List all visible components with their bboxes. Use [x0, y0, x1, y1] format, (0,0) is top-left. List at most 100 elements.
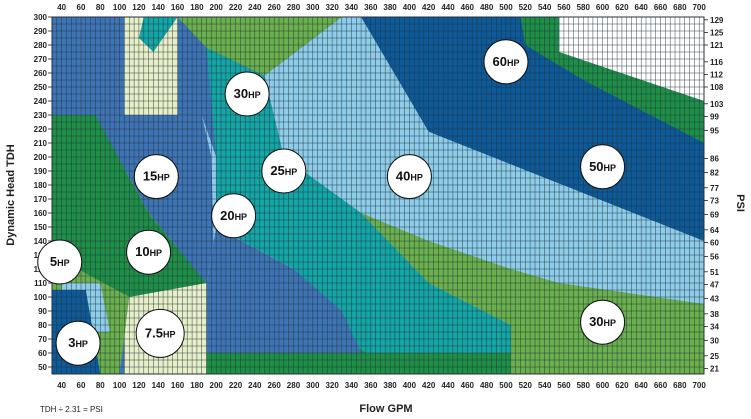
y-tick-140: 140 — [34, 237, 48, 246]
x-tick-bottom-620: 620 — [615, 381, 629, 390]
y-tick-190: 190 — [34, 167, 48, 176]
hp-label-circle — [211, 193, 257, 239]
psi-tick-82: 82 — [710, 168, 719, 177]
footnote: TDH ÷ 2.31 = PSI — [40, 405, 103, 414]
psi-tick-51: 51 — [710, 268, 719, 277]
grid-lines — [51, 16, 705, 375]
y-tick-220: 220 — [34, 125, 48, 134]
psi-tick-86: 86 — [710, 154, 719, 163]
x-tick-bottom-100: 100 — [113, 381, 127, 390]
psi-tick-73: 73 — [710, 196, 719, 205]
y-tick-150: 150 — [34, 223, 48, 232]
hp-label-8: 40HP — [386, 154, 432, 200]
hp-label-7: 30HP — [224, 71, 270, 117]
psi-tick-108: 108 — [710, 83, 724, 92]
x-tick-top-140: 140 — [152, 3, 166, 12]
x-tick-top-40: 40 — [57, 3, 66, 12]
psi-tick-64: 64 — [710, 226, 719, 235]
x-axis-title: Flow GPM — [359, 403, 412, 415]
y-tick-200: 200 — [34, 153, 48, 162]
hp-label-circle — [483, 39, 529, 85]
x-tick-bottom-180: 180 — [190, 381, 204, 390]
y-tick-170: 170 — [34, 195, 48, 204]
x-tick-top-440: 440 — [441, 3, 455, 12]
psi-tick-112: 112 — [710, 70, 723, 79]
psi-tick-77: 77 — [710, 184, 719, 193]
y-tick-180: 180 — [34, 181, 48, 190]
hp-label-11: 30HP — [580, 299, 626, 345]
psi-tick-38: 38 — [710, 310, 719, 319]
x-tick-bottom-120: 120 — [132, 381, 146, 390]
x-tick-top-100: 100 — [113, 3, 127, 12]
y-axis-title: Dynamic Head TDH — [5, 144, 17, 246]
x-tick-bottom-140: 140 — [152, 381, 166, 390]
x-tick-top-320: 320 — [325, 3, 339, 12]
psi-tick-129: 129 — [710, 16, 724, 25]
hp-label-text: 20HP — [220, 208, 247, 223]
x-tick-bottom-240: 240 — [248, 381, 262, 390]
hp-label-circle — [135, 308, 185, 358]
psi-tick-47: 47 — [710, 280, 719, 289]
x-tick-top-400: 400 — [403, 3, 417, 12]
x-tick-bottom-160: 160 — [171, 381, 185, 390]
hp-label-0: 3HP — [55, 320, 101, 366]
hp-label-circle — [126, 229, 172, 275]
x-tick-bottom-40: 40 — [57, 381, 66, 390]
y-tick-230: 230 — [34, 111, 48, 120]
hp-label-circle — [224, 71, 270, 117]
x-tick-top-560: 560 — [557, 3, 571, 12]
hp-label-circle — [386, 154, 432, 200]
y-tick-60: 60 — [38, 349, 47, 358]
psi-tick-60: 60 — [710, 238, 719, 247]
x-tick-top-160: 160 — [171, 3, 185, 12]
hp-label-text: 60HP — [492, 54, 519, 69]
x-tick-bottom-440: 440 — [441, 381, 455, 390]
psi-tick-56: 56 — [710, 252, 719, 261]
hp-label-3: 10HP — [126, 229, 172, 275]
psi-tick-103: 103 — [710, 100, 724, 109]
x-tick-bottom-60: 60 — [77, 381, 86, 390]
psi-tick-99: 99 — [710, 112, 719, 121]
x-tick-bottom-500: 500 — [499, 381, 513, 390]
x-tick-top-620: 620 — [615, 3, 629, 12]
hp-label-text: 10HP — [135, 244, 162, 259]
x-tick-top-700: 700 — [692, 3, 706, 12]
x-tick-top-360: 360 — [364, 3, 378, 12]
y-tick-260: 260 — [34, 69, 48, 78]
psi-tick-21: 21 — [710, 364, 719, 373]
hp-label-text: 40HP — [396, 169, 423, 184]
x-tick-bottom-260: 260 — [267, 381, 281, 390]
hp-labels: 3HP 5HP 7.5HP 10HP 15HP 20HP 25HP 30HP 40HP 50HP 6… — [37, 39, 626, 366]
y-tick-300: 300 — [34, 13, 48, 22]
y-tick-80: 80 — [38, 321, 47, 330]
hp-label-10: 60HP — [483, 39, 529, 85]
y-tick-210: 210 — [34, 139, 48, 148]
psi-axis-ticks: 129 125 121 116 112 108 103 99 95 86 82 77 73 69 64 60 5… — [704, 16, 724, 373]
x-tick-top-220: 220 — [229, 3, 243, 12]
hp-label-text: 3HP — [68, 335, 88, 350]
x-tick-top-380: 380 — [383, 3, 397, 12]
x-tick-bottom-320: 320 — [325, 381, 339, 390]
y-tick-160: 160 — [34, 209, 48, 218]
x-tick-bottom-660: 660 — [654, 381, 668, 390]
x-tick-bottom-700: 700 — [692, 381, 706, 390]
x-tick-bottom-340: 340 — [345, 381, 359, 390]
y-axis-ticks: 300 290 280 270 260 250 240 230 220 210 200 190 180 1… — [34, 13, 52, 372]
hp-label-circle — [133, 154, 179, 200]
hp-label-9: 50HP — [580, 144, 626, 190]
hp-label-circle — [580, 299, 626, 345]
x-tick-top-280: 280 — [287, 3, 301, 12]
x-tick-bottom-640: 640 — [635, 381, 649, 390]
x-tick-top-540: 540 — [538, 3, 552, 12]
psi-tick-95: 95 — [710, 126, 719, 135]
x-tick-bottom-280: 280 — [287, 381, 301, 390]
hp-label-text: 30HP — [234, 86, 261, 101]
psi-tick-43: 43 — [710, 294, 719, 303]
x-tick-top-340: 340 — [345, 3, 359, 12]
y-tick-110: 110 — [34, 279, 47, 288]
hp-label-circle — [580, 144, 626, 190]
psi-tick-121: 121 — [710, 41, 724, 50]
y-tick-90: 90 — [38, 307, 47, 316]
hp-label-text: 7.5HP — [145, 325, 176, 340]
